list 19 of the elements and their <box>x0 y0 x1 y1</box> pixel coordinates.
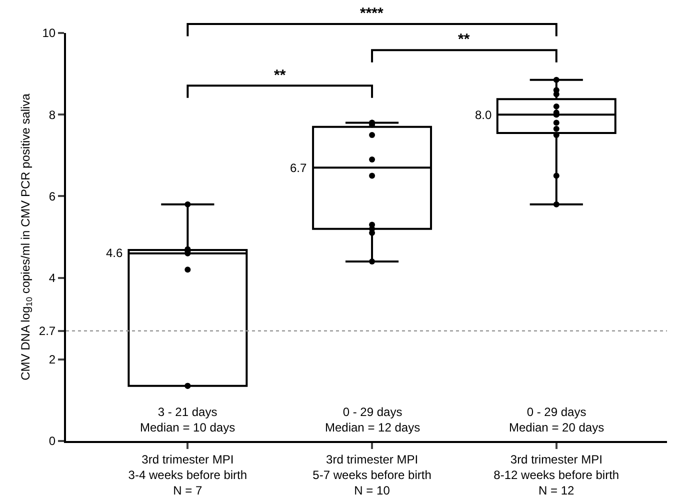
y-tick-label: 2.7 <box>38 324 56 338</box>
x-tick-label: 3rd trimester MPI 3-4 weeks before birth N = 7 <box>128 452 248 498</box>
annotation: 0 - 29 days Median = 12 days <box>325 405 420 435</box>
x-tick-label: 3rd trimester MPI 5-7 weeks before birth N = 10 <box>312 452 432 498</box>
annotation: 3 - 21 days Median = 10 days <box>140 405 236 435</box>
annotation: 8.0 <box>475 108 492 122</box>
annotation: 4.6 <box>106 246 124 260</box>
annotation: ** <box>458 31 470 48</box>
annotation: ** <box>274 67 286 84</box>
y-tick-label: 4 <box>48 271 56 285</box>
text: **** <box>360 5 384 22</box>
y-tick-label: 8 <box>48 108 56 122</box>
x-tick-label: 3rd trimester MPI 8-12 weeks before birth N = 12 <box>494 452 620 498</box>
y-tick-label: 0 <box>48 434 56 448</box>
y-tick-label: 2 <box>48 352 56 367</box>
y-tick-label: 6 <box>48 189 56 204</box>
annotation: 6.7 <box>290 161 308 175</box>
annotation: 0 - 29 days Median = 20 days <box>509 405 604 435</box>
y-tick-label: 10 <box>42 26 56 40</box>
